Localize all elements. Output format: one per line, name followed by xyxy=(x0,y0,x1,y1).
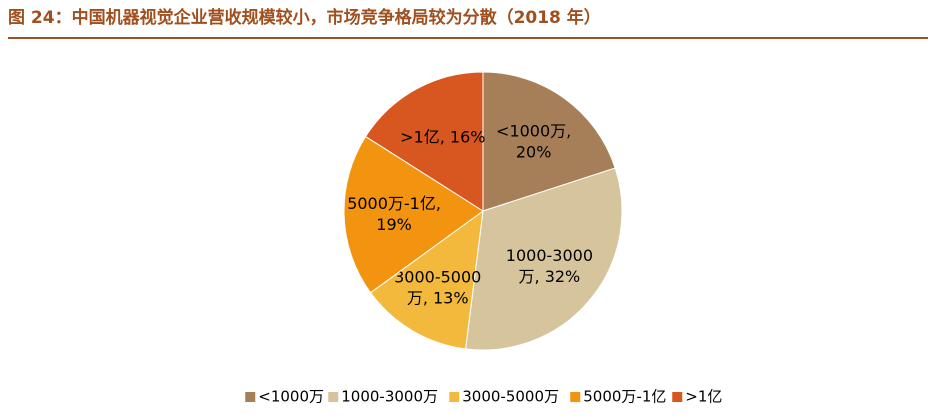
data-label: 5000万-1亿, 19% xyxy=(347,193,441,233)
legend-swatch xyxy=(672,392,683,402)
legend-label: 3000-5000万 xyxy=(462,388,559,406)
legend-label: <1000万 xyxy=(258,388,324,406)
pie-slice xyxy=(364,71,484,212)
data-label: 1000-3000 万, 32% xyxy=(506,245,593,285)
legend-label: 1000-3000万 xyxy=(341,388,438,406)
chart-title: 图 24：中国机器视觉企业营收规模较小，市场竞争格局较为分散（2018 年） xyxy=(8,7,601,28)
data-label-line: 20% xyxy=(516,142,552,161)
pie-slice xyxy=(465,167,623,351)
pie-slice xyxy=(482,71,616,212)
legend-swatch xyxy=(328,392,339,402)
data-label-line: 万, 13% xyxy=(407,288,469,307)
data-label: 3000-5000 万, 13% xyxy=(394,267,481,307)
data-label-line: 3000-5000 xyxy=(394,267,481,286)
data-label-line: 19% xyxy=(376,214,412,233)
pie-slice xyxy=(369,209,484,350)
pie-slice xyxy=(343,135,484,294)
data-label-line: 万, 32% xyxy=(519,266,581,285)
legend-swatch xyxy=(449,392,460,402)
data-label: >1亿, 16% xyxy=(400,127,485,146)
legend-swatch xyxy=(245,392,256,402)
legend-swatch xyxy=(570,392,581,402)
data-label-line: <1000万, xyxy=(496,121,571,140)
legend-label: >1亿 xyxy=(685,388,722,406)
data-label: <1000万, 20% xyxy=(496,121,571,161)
data-label-line: 1000-3000 xyxy=(506,245,593,264)
legend-label: 5000万-1亿 xyxy=(583,388,666,406)
data-label-line: 5000万-1亿, xyxy=(347,193,441,212)
